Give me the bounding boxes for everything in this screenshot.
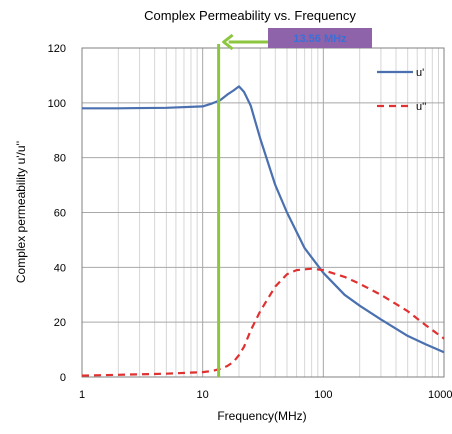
- annotation-layer: 13.56 MHz: [217, 28, 372, 377]
- legend-label-2: u'': [416, 101, 426, 113]
- x-tick-label: 1000: [428, 389, 452, 401]
- marker-arrow-head: [222, 33, 234, 51]
- x-tick-label: 10: [197, 389, 209, 401]
- series-line-1: [82, 85, 445, 354]
- annotation-box: [268, 28, 372, 48]
- x-tick-label: 1: [79, 389, 85, 401]
- y-tick-labels: 0 20 40 60 80 100 120: [48, 43, 66, 384]
- legend-label-1: u': [416, 67, 424, 79]
- y-tick-label: 60: [54, 208, 66, 220]
- annotation-label: 13.56 MHz: [293, 33, 347, 45]
- x-tick-label: 100: [314, 389, 332, 401]
- x-axis-label: Frequency(MHz): [217, 409, 306, 423]
- plot-frame: [81, 47, 445, 378]
- y-tick-label: 0: [60, 372, 66, 384]
- chart-title: Complex Permeability vs. Frequency: [144, 8, 356, 23]
- major-gridlines: [81, 47, 445, 378]
- y-tick-label: 40: [54, 262, 66, 274]
- series-layer: [81, 85, 445, 377]
- y-axis-label: Complex permeability u'/u'': [14, 141, 28, 283]
- series-line-2: [81, 267, 445, 377]
- y-tick-label: 20: [54, 317, 66, 329]
- legend: u' u'': [377, 67, 426, 113]
- y-tick-label: 100: [48, 98, 66, 110]
- y-tick-label: 80: [54, 153, 66, 165]
- x-tick-labels: 1 10 100 1000: [79, 389, 452, 401]
- y-tick-label: 120: [48, 43, 66, 55]
